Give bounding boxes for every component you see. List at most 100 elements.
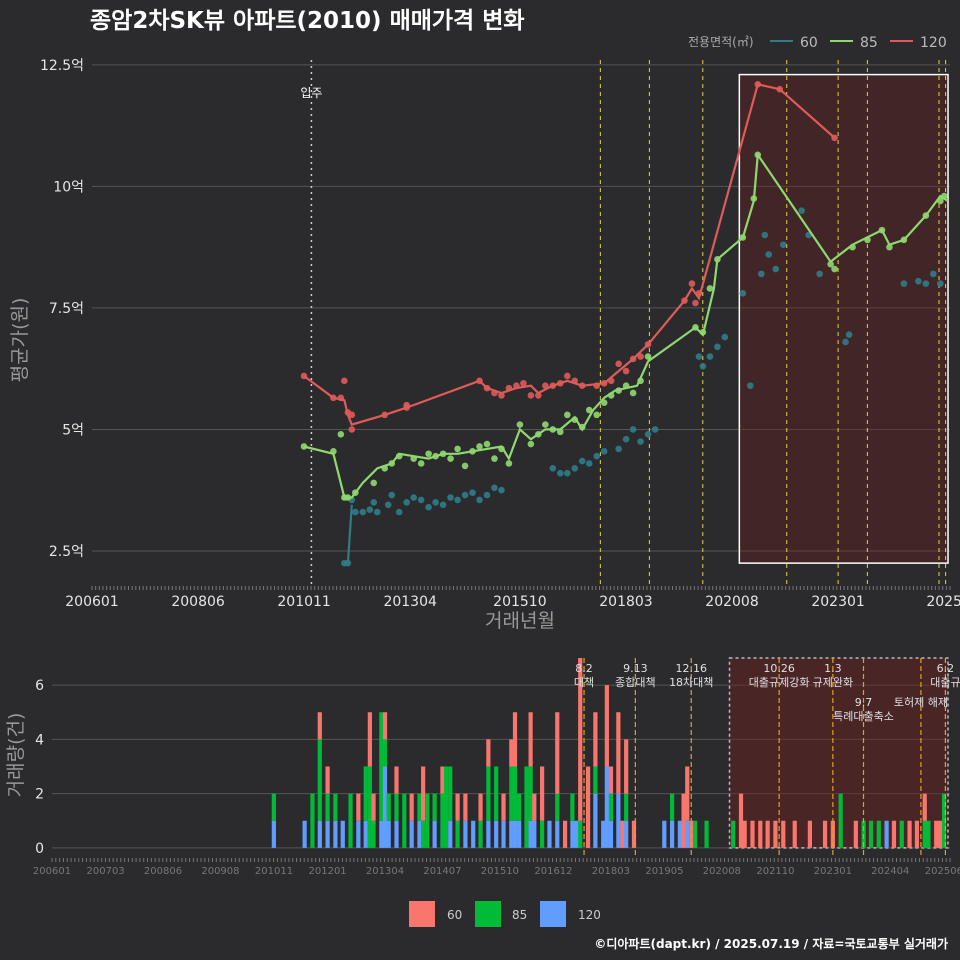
top-policy-lines: 입주 — [300, 60, 947, 585]
point-60 — [549, 465, 557, 472]
point-85 — [750, 195, 758, 202]
point-60 — [498, 486, 505, 494]
bar-60 — [685, 766, 690, 821]
point-85 — [447, 455, 454, 462]
point-60 — [564, 469, 571, 477]
bar-85 — [624, 793, 629, 821]
bar-85 — [371, 820, 376, 848]
point-120 — [535, 392, 542, 399]
policy-name: 종합대책 — [615, 676, 655, 689]
point-60 — [585, 460, 593, 467]
bar-85 — [271, 793, 276, 821]
policy-date: 10.26 — [763, 662, 795, 675]
point-60 — [600, 448, 608, 455]
bottom-x-tick-label: 200601 — [33, 866, 71, 877]
bottom-x-tick-label: 201905 — [645, 866, 683, 877]
bar-120 — [528, 820, 533, 848]
x-tick-label: 202008 — [705, 594, 758, 610]
bar-120 — [517, 820, 522, 848]
point-85 — [827, 260, 834, 268]
point-60 — [461, 491, 469, 499]
point-85 — [461, 462, 469, 470]
bar-85 — [486, 766, 491, 821]
top-legend: 전용면적(㎡) 60 85 120 — [688, 35, 947, 51]
point-85 — [527, 440, 535, 448]
bar-60 — [765, 820, 770, 848]
bar-85 — [402, 793, 407, 848]
bar-60 — [367, 712, 372, 767]
bar-60 — [317, 712, 322, 740]
bottom-axis: 0 2 4 6 200601 200703 200806 200908 201011 201201… — [33, 678, 960, 877]
legend-title: 전용면적(㎡) — [688, 35, 754, 49]
bar-60 — [463, 793, 468, 821]
bar-60 — [409, 793, 414, 821]
point-60 — [344, 559, 352, 567]
bar-60 — [681, 793, 686, 848]
bar-60 — [624, 739, 629, 794]
point-60 — [469, 489, 476, 496]
point-120 — [692, 299, 699, 307]
bar-120 — [363, 820, 368, 848]
bar-60 — [578, 658, 583, 821]
bar-85 — [731, 820, 736, 848]
bar-120 — [555, 820, 560, 848]
bar-120 — [463, 820, 468, 848]
point-120 — [831, 134, 838, 142]
bar-60 — [781, 820, 786, 848]
point-85 — [300, 443, 308, 450]
point-60 — [922, 280, 930, 287]
bar-85 — [570, 793, 575, 821]
point-60 — [615, 445, 622, 453]
highlight-box — [738, 73, 949, 564]
point-85 — [564, 411, 571, 419]
point-85 — [417, 460, 425, 467]
bar-120 — [271, 820, 276, 848]
bar-60 — [593, 712, 598, 767]
series-line-120 — [303, 82, 836, 426]
bar-120 — [547, 820, 552, 848]
bar-60 — [620, 820, 625, 848]
bar-60 — [616, 712, 621, 794]
bar-120 — [570, 820, 575, 848]
bottom-x-tick-label: 202110 — [756, 866, 794, 877]
bar-85 — [386, 793, 391, 821]
point-60 — [816, 270, 823, 278]
point-85 — [615, 387, 622, 394]
policy-date: 1.3 — [824, 662, 842, 675]
point-85 — [622, 382, 630, 389]
point-120 — [300, 372, 308, 380]
bar-85 — [448, 766, 453, 821]
bar-85 — [425, 793, 430, 848]
bar-85 — [578, 820, 583, 848]
point-85 — [940, 192, 948, 200]
point-85 — [831, 265, 838, 273]
y-tick-label: 12.5억 — [40, 58, 84, 74]
bar-60 — [773, 820, 778, 848]
x-tick-label: 201510 — [493, 594, 546, 610]
bottom-legend-swatch-85 — [475, 901, 501, 927]
point-60 — [757, 270, 765, 278]
point-85 — [864, 236, 871, 244]
point-120 — [600, 379, 608, 387]
point-60 — [403, 499, 410, 506]
bottom-bars — [271, 658, 947, 848]
bar-120 — [409, 820, 414, 848]
bar-120 — [593, 793, 598, 848]
policy-name: 대출규 — [930, 676, 960, 689]
point-60 — [699, 362, 707, 370]
bar-85 — [941, 793, 947, 848]
point-60 — [578, 457, 586, 465]
bar-120 — [509, 820, 514, 848]
point-60 — [714, 343, 721, 351]
point-120 — [644, 341, 652, 348]
bottom-x-tick-label: 200806 — [144, 866, 182, 877]
point-85 — [900, 236, 908, 244]
point-85 — [454, 445, 461, 453]
point-85 — [692, 324, 699, 331]
bar-85 — [528, 766, 533, 821]
bottom-y-tick-label: 4 — [35, 732, 44, 748]
point-85 — [330, 448, 337, 455]
point-60 — [556, 469, 564, 477]
bottom-x-tick-label: 202301 — [814, 866, 852, 877]
bar-85 — [432, 793, 437, 821]
